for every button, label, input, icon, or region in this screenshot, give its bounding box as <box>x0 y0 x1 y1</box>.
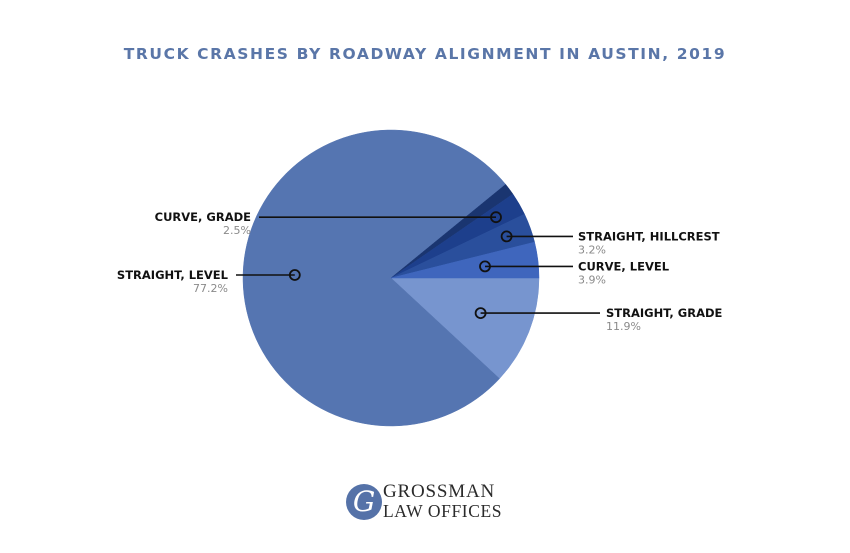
callout-dot-curve-grade <box>490 211 502 224</box>
callout-dot-straight-level <box>288 269 301 281</box>
pie-slice-straight-level <box>242 129 506 427</box>
logo-subtitle: LAW OFFICES <box>383 501 503 521</box>
chart-title: TRUCK CRASHES BY ROADWAY ALIGNMENT IN AU… <box>123 45 727 63</box>
logo-name: GROSSMAN <box>383 481 495 502</box>
callout-dot-straight-grade <box>474 307 487 320</box>
slice-value-curve-level: 3.9% <box>578 273 606 286</box>
callout-dot-curve-level <box>479 260 491 273</box>
slice-value-straight-grade: 11.9% <box>606 320 641 333</box>
callout-dot-straight-hillcrest <box>500 230 513 243</box>
slice-value-straight-hillcrest: 3.2% <box>578 243 606 256</box>
logo-g-mark: G <box>346 484 382 520</box>
pie-slice-straight-grade <box>390 277 540 379</box>
slice-label-curve-level: CURVE, LEVEL <box>578 259 670 273</box>
pie-slices <box>242 129 540 427</box>
slice-value-curve-grade: 2.5% <box>223 224 251 237</box>
slice-label-straight-grade: STRAIGHT, GRADE <box>606 306 723 320</box>
slice-label-straight-level: STRAIGHT, LEVEL <box>117 268 229 282</box>
slice-label-curve-grade: CURVE, GRADE <box>155 210 252 224</box>
slice-value-straight-level: 77.2% <box>193 282 228 295</box>
pie-slice-curve-level <box>390 241 540 279</box>
slice-label-straight-hillcrest: STRAIGHT, HILLCREST <box>578 229 720 243</box>
